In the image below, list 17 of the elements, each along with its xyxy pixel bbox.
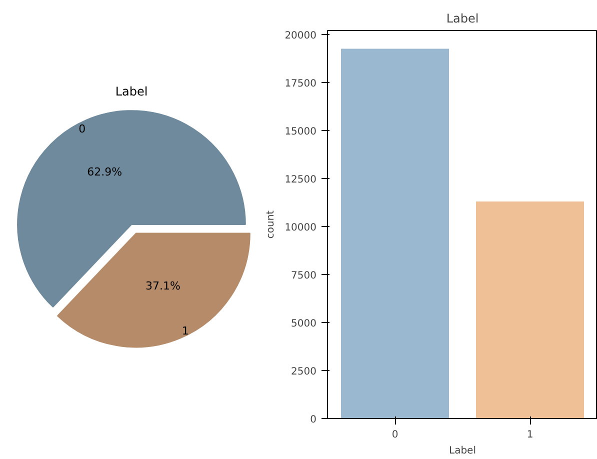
data-label: 62.9% (87, 165, 122, 178)
chart-title: Label (446, 12, 479, 26)
x-axis-title: Label (449, 446, 476, 456)
chart-title: Label (115, 84, 148, 99)
y-axis-title: count (266, 210, 277, 239)
y-tick-label: 10000 (284, 222, 316, 234)
y-tick-label: 12500 (284, 174, 316, 186)
y-tick-label: 7500 (291, 270, 317, 282)
y-tick-label: 15000 (284, 126, 316, 138)
y-tick-label: 2500 (291, 366, 317, 378)
y-tick-label: 20000 (284, 30, 316, 42)
y-tick-label: 5000 (291, 318, 317, 330)
y-tick-label: 0 (310, 414, 317, 426)
slice-label: 1 (182, 324, 189, 338)
slice-label: 0 (78, 122, 86, 136)
y-tick-label: 17500 (284, 78, 316, 90)
data-label: 37.1% (145, 279, 180, 292)
